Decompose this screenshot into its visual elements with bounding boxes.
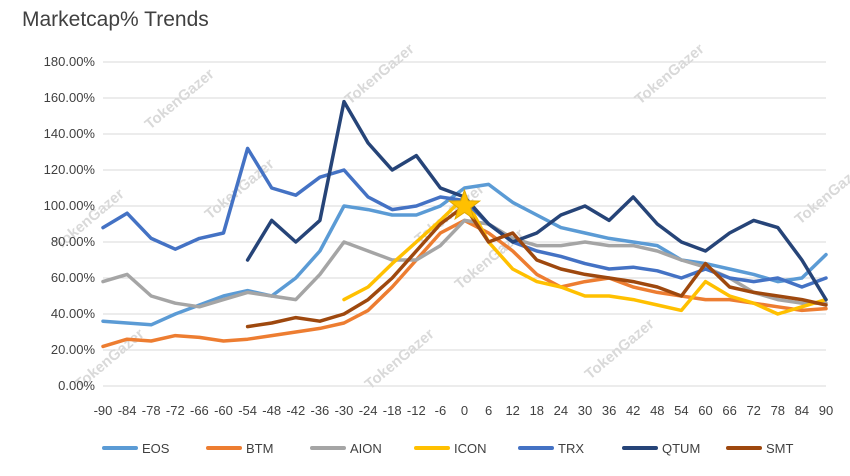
legend-label: TRX: [558, 441, 584, 456]
x-tick-label: -18: [383, 403, 402, 418]
x-tick-label: 18: [530, 403, 544, 418]
y-tick-label: 40.00%: [51, 306, 96, 321]
series-line-icon: [342, 195, 828, 316]
x-tick-label: -78: [142, 403, 161, 418]
x-tick-label: 48: [650, 403, 664, 418]
legend-label: SMT: [766, 441, 794, 456]
series-line-qtum: [245, 99, 828, 302]
series-lines: [101, 99, 828, 349]
legend-label: QTUM: [662, 441, 700, 456]
x-tick-label: -90: [94, 403, 113, 418]
series-line-smt: [245, 204, 828, 329]
x-tick-label: -6: [435, 403, 447, 418]
x-tick-label: 78: [771, 403, 785, 418]
x-tick-label: -12: [407, 403, 426, 418]
watermark: TokenGazer: [142, 65, 218, 133]
y-tick-label: 0.00%: [58, 378, 95, 393]
y-tick-label: 60.00%: [51, 270, 96, 285]
x-tick-label: 24: [554, 403, 568, 418]
x-tick-label: -54: [238, 403, 257, 418]
x-axis-ticks: -90 -84 -78 -72 -66 -60 -54 -48 -42 -36 -30 -24 -18-…: [94, 403, 834, 418]
y-tick-label: 180.00%: [44, 54, 96, 69]
gridlines: [103, 61, 826, 387]
x-tick-label: -24: [359, 403, 378, 418]
x-tick-label: -60: [214, 403, 233, 418]
watermark: TokenGazer: [202, 155, 278, 223]
x-tick-label: 30: [578, 403, 592, 418]
legend-label: AION: [350, 441, 382, 456]
y-tick-label: 160.00%: [44, 90, 96, 105]
x-tick-label: -30: [335, 403, 354, 418]
y-tick-label: 100.00%: [44, 198, 96, 213]
x-tick-label: 66: [722, 403, 736, 418]
legend-label: ICON: [454, 441, 487, 456]
x-tick-label: -36: [311, 403, 330, 418]
x-tick-label: 42: [626, 403, 640, 418]
y-tick-label: 120.00%: [44, 162, 96, 177]
x-tick-label: 6: [485, 403, 492, 418]
x-tick-label: 72: [746, 403, 760, 418]
x-tick-label: 0: [461, 403, 468, 418]
legend: EOS BTM AION ICON TRX QTUM SMT: [102, 441, 794, 456]
legend-label: BTM: [246, 441, 273, 456]
watermark: TokenGazer: [792, 160, 850, 228]
x-tick-label: -72: [166, 403, 185, 418]
x-tick-label: 12: [505, 403, 519, 418]
watermark: TokenGazer: [362, 325, 438, 393]
legend-label: EOS: [142, 441, 170, 456]
y-tick-label: 140.00%: [44, 126, 96, 141]
y-tick-label: 80.00%: [51, 234, 96, 249]
chart-title: Marketcap% Trends: [22, 8, 209, 31]
watermark: TokenGazer: [582, 315, 658, 383]
x-tick-label: 60: [698, 403, 712, 418]
y-tick-label: 20.00%: [51, 342, 96, 357]
x-tick-label: 90: [819, 403, 833, 418]
x-tick-label: -84: [118, 403, 137, 418]
series-line-aion: [101, 218, 828, 309]
x-tick-label: -66: [190, 403, 209, 418]
x-tick-label: 36: [602, 403, 616, 418]
x-tick-label: -42: [286, 403, 305, 418]
day-zero-star-icon: [447, 188, 482, 221]
x-tick-label: -48: [262, 403, 281, 418]
y-axis-ticks: 0.00% 20.00% 40.00% 60.00% 80.00% 100.00% 120.…: [44, 54, 96, 393]
markers: [447, 188, 482, 221]
x-tick-label: 54: [674, 403, 688, 418]
x-tick-label: 84: [795, 403, 809, 418]
